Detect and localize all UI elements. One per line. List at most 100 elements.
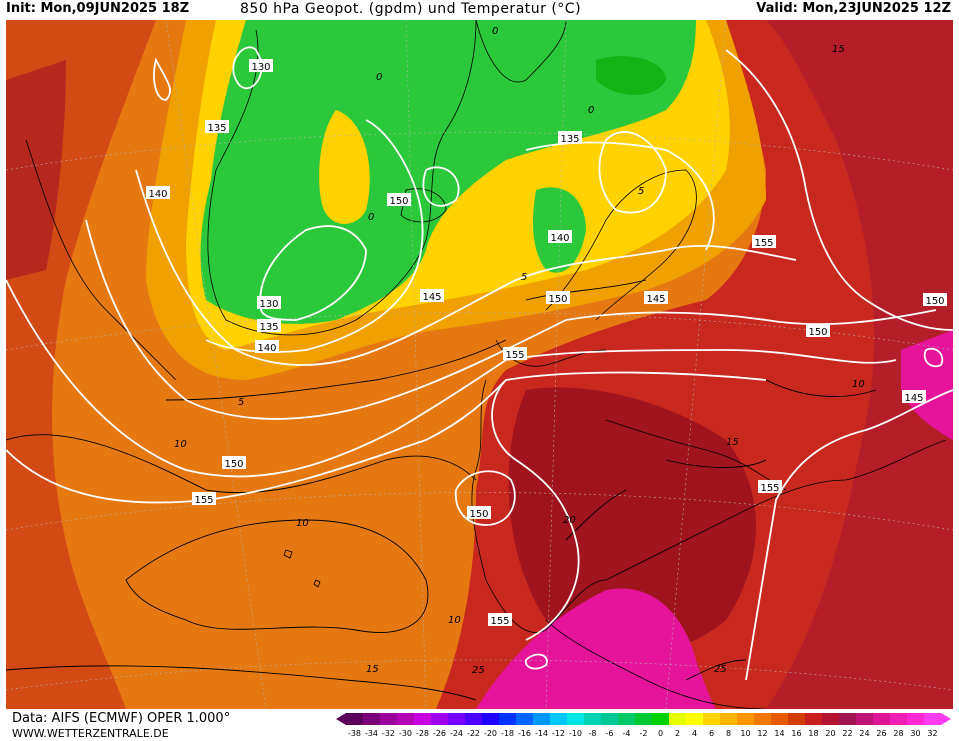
colorbar-tick-label: -20	[484, 729, 497, 738]
temperature-label-group: 0 5 5 10 10 10 10 15 15 15 20 25 25 5 0 …	[174, 26, 865, 676]
colorbar-arrow-left	[336, 713, 346, 725]
geopotential-label: 155	[490, 616, 509, 627]
colorbar-swatch	[363, 713, 380, 725]
geopotential-label: 135	[560, 134, 579, 145]
geopotential-label: 150	[808, 327, 827, 338]
colorbar-tick-label: -38	[348, 729, 361, 738]
colorbar-tick-label: 32	[927, 729, 937, 738]
colorbar-swatch	[380, 713, 397, 725]
temperature-label: 20	[563, 515, 576, 526]
north-america-coast	[25, 139, 177, 381]
geopotential-label: 140	[148, 189, 167, 200]
colorbar-tick-label: 22	[842, 729, 852, 738]
colorbar-tick-label: -4	[623, 729, 631, 738]
colorbar-tick-label: -10	[569, 729, 582, 738]
graticule	[6, 20, 953, 709]
temp-zone-east	[766, 20, 953, 709]
colorbar-swatch	[601, 713, 618, 725]
colorbar-tick-label: 0	[658, 729, 663, 738]
colorbar-swatch	[465, 713, 482, 725]
geopotential-label: 150	[548, 294, 567, 305]
colorbar-tick-label: -24	[450, 729, 463, 738]
colorbar-swatch	[856, 713, 873, 725]
valid-time: Valid: Mon,23JUN2025 12Z	[756, 1, 951, 16]
temperature-label: 15	[366, 664, 379, 675]
colorbar-swatch	[346, 713, 363, 725]
colorbar-tick-label: 4	[692, 729, 697, 738]
temperature-label: 15	[726, 437, 739, 448]
colorbar-tick-label: -8	[589, 729, 597, 738]
colorbar-swatch	[720, 713, 737, 725]
colorbar: -38 -34 -32 -30 -28 -26 -24 -22 -20 -18 -16 -14 -12-…	[336, 713, 951, 738]
colorbar-tick-label: -18	[501, 729, 514, 738]
temp-zone-med	[508, 387, 756, 654]
colorbar-tick-label: -6	[606, 729, 614, 738]
map-title: 850 hPa Geopot. (gpdm) und Temperatur (°…	[240, 1, 582, 17]
colorbar-tick-label: 2	[675, 729, 680, 738]
colorbar-labels: -38 -34 -32 -30 -28 -26 -24 -22 -20 -18 -16 -14 -12-…	[348, 729, 938, 738]
colorbar-tick-label: 28	[893, 729, 903, 738]
geopotential-label: 155	[760, 483, 779, 494]
scandinavia-coast	[545, 169, 697, 321]
geopotential-label: 135	[259, 322, 278, 333]
weather-map: 130 135 140 130 135 140 150 135 140 145 …	[6, 20, 953, 709]
colorbar-tick-label: 16	[791, 729, 801, 738]
data-source: Data: AIFS (ECMWF) OPER 1.000°	[12, 711, 231, 726]
colorbar-swatch	[584, 713, 601, 725]
colorbar-tick-label: 30	[910, 729, 920, 738]
geopotential-label: 145	[646, 294, 665, 305]
colorbar-swatch	[516, 713, 533, 725]
colorbar-swatch	[686, 713, 703, 725]
temperature-label: 5	[238, 397, 244, 408]
geopotential-label: 140	[550, 233, 569, 244]
temperature-label: 5	[521, 272, 527, 283]
colorbar-swatch	[482, 713, 499, 725]
colorbar-tick-label: -32	[382, 729, 395, 738]
colorbar-tick-label: -12	[552, 729, 565, 738]
geopotential-label: 135	[207, 123, 226, 134]
colorbar-tick-label: 24	[859, 729, 869, 738]
colorbar-swatch	[805, 713, 822, 725]
geopotential-label-group: 130 135 140 130 135 140 150 135 140 145 …	[146, 59, 947, 627]
colorbar-swatch	[635, 713, 652, 725]
temperature-label: 10	[852, 379, 865, 390]
temperature-label: 10	[296, 518, 309, 529]
colorbar-swatch	[771, 713, 788, 725]
colorbar-swatch	[737, 713, 754, 725]
colorbar-tick-label: 10	[740, 729, 750, 738]
colorbar-tick-label: -22	[467, 729, 480, 738]
colorbar-tick-label: -14	[535, 729, 548, 738]
temperature-label: 10	[174, 439, 187, 450]
colorbar-tick-label: -28	[416, 729, 429, 738]
geopotential-label: 150	[469, 509, 488, 520]
colorbar-tick-label: 18	[808, 729, 818, 738]
colorbar-swatch	[873, 713, 890, 725]
temp-zone-greenland-cold	[200, 20, 697, 324]
colorbar-swatch	[924, 713, 941, 725]
colorbar-swatch	[703, 713, 720, 725]
temp-zone-arctic	[596, 56, 666, 95]
colorbar-swatch	[550, 713, 567, 725]
geopotential-label: 145	[422, 292, 441, 303]
geopotential-label: 130	[251, 62, 270, 73]
colorbar-swatch	[448, 713, 465, 725]
africa-coast	[545, 619, 767, 709]
colorbar-swatch	[907, 713, 924, 725]
iberia-coast	[471, 379, 607, 633]
colorbar-swatch	[397, 713, 414, 725]
colorbar-tick-label: -34	[365, 729, 378, 738]
temperature-label: 0	[376, 72, 382, 83]
init-time: Init: Mon,09JUN2025 18Z	[6, 1, 190, 16]
temperature-label: 10	[448, 615, 461, 626]
colorbar-swatch	[431, 713, 448, 725]
temperature-label: 0	[368, 212, 374, 223]
geopotential-label: 150	[925, 296, 944, 307]
temperature-label: 15	[832, 44, 845, 55]
colorbar-swatch	[414, 713, 431, 725]
geopotential-contours	[6, 46, 953, 681]
geopotential-label: 150	[389, 196, 408, 207]
isotherms	[6, 279, 877, 701]
geopotential-label: 155	[754, 238, 773, 249]
geopotential-label: 130	[259, 299, 278, 310]
temperature-label: 25	[472, 665, 485, 676]
